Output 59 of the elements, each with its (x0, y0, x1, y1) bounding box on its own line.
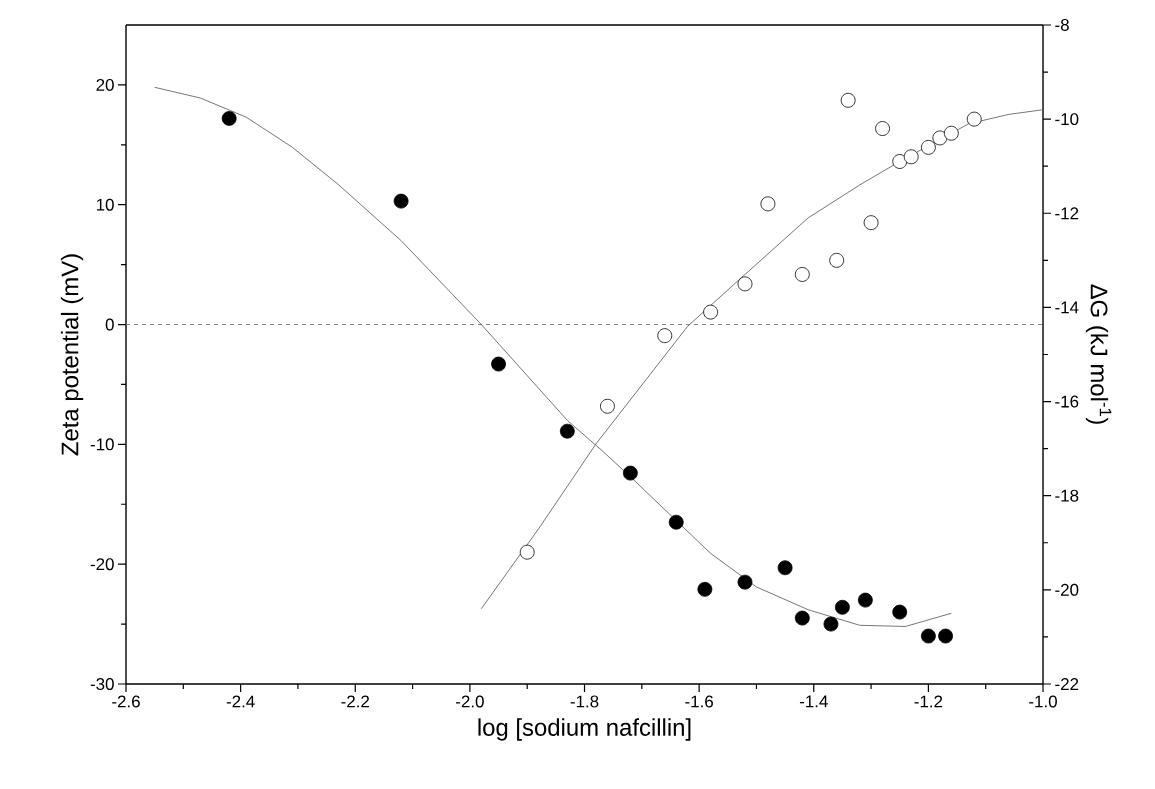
point (840, 92, 856, 108)
y-tick-label: -30 (90, 677, 114, 690)
point (863, 215, 879, 231)
point (794, 610, 810, 626)
point (703, 304, 719, 320)
point (835, 599, 850, 615)
point (559, 423, 575, 439)
y-tick-label: -10 (90, 438, 114, 451)
point (668, 514, 684, 530)
y2-tick-label: -16 (1055, 395, 1079, 408)
x-tick-label: -1.4 (799, 695, 828, 708)
point (829, 252, 845, 268)
point (794, 267, 810, 282)
point (519, 544, 535, 560)
point (221, 111, 237, 126)
x-tick-label: -1.8 (570, 695, 599, 708)
point (875, 121, 890, 136)
point (857, 592, 873, 608)
x-tick-label: -2.2 (341, 695, 369, 708)
y-tick-label: 10 (96, 198, 114, 211)
point (903, 149, 919, 165)
y-axis-title: Zeta potential (mV) (60, 254, 84, 456)
y-tick-label: 0 (105, 318, 114, 331)
y2-tick-label: -10 (1055, 113, 1079, 126)
point (943, 125, 959, 141)
point (823, 616, 839, 632)
point (892, 604, 908, 620)
point (920, 139, 936, 155)
point (760, 196, 776, 212)
y2-tick-label: -22 (1055, 678, 1079, 690)
point (777, 560, 793, 576)
point (657, 328, 673, 344)
point (938, 628, 953, 644)
x-tick-label: -2.0 (456, 695, 484, 708)
x-tick-label: -1.0 (1029, 695, 1057, 708)
point (892, 154, 908, 169)
point (393, 193, 409, 209)
y2-tick-label: -8 (1055, 18, 1069, 31)
point (966, 111, 982, 127)
y-tick-label: 20 (96, 78, 114, 91)
x-tick-label: -2.4 (226, 695, 255, 708)
point (491, 356, 506, 372)
y2-axis-title: ΔG (kJ mol$^{-1}$) (1085, 284, 1112, 424)
point (737, 276, 753, 292)
point (697, 581, 713, 597)
x-tick-label: -2.6 (112, 695, 140, 708)
y2-tick-label: -20 (1055, 583, 1079, 596)
point (737, 574, 753, 590)
x-tick-label: -1.6 (685, 695, 713, 708)
x-axis-title: log [sodium nafcillin] (478, 718, 691, 741)
y2-tick-label: -12 (1055, 207, 1079, 220)
point (622, 465, 638, 481)
point (920, 628, 936, 644)
point (932, 130, 948, 146)
point (600, 398, 615, 414)
x-tick-label: -1.2 (914, 695, 943, 708)
y2-tick-label: -14 (1055, 301, 1079, 314)
y-tick-label: -20 (90, 558, 114, 571)
y2-tick-label: -18 (1055, 489, 1079, 502)
